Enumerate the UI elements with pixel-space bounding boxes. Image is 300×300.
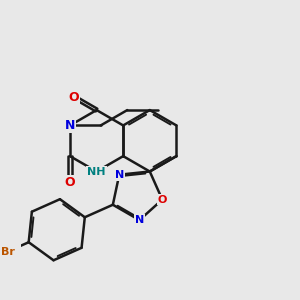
Text: N: N: [115, 170, 124, 180]
Text: O: O: [65, 176, 75, 189]
Text: Br: Br: [1, 247, 15, 256]
Text: N: N: [135, 215, 144, 225]
Text: O: O: [69, 91, 79, 103]
Text: N: N: [65, 119, 75, 132]
Text: O: O: [158, 195, 167, 205]
Text: NH: NH: [87, 167, 106, 176]
